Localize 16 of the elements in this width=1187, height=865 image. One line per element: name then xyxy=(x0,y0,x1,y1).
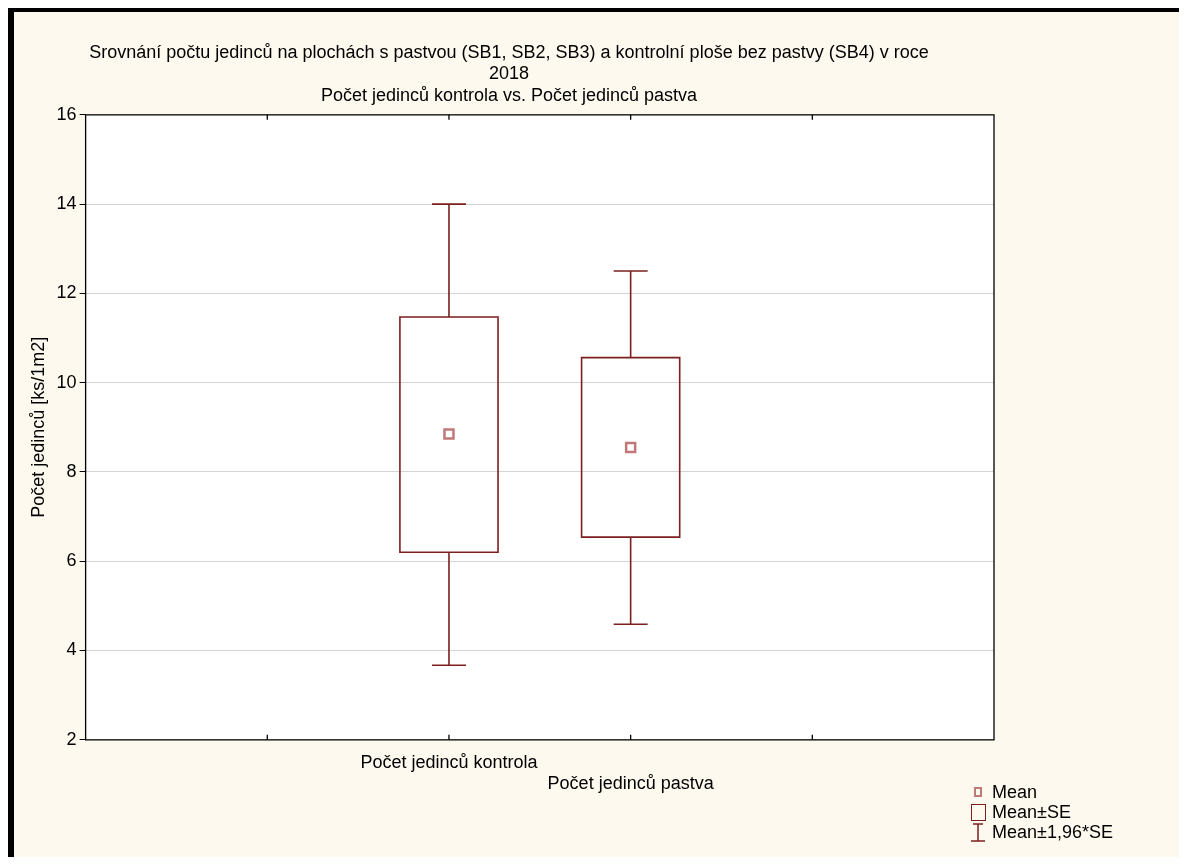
y-tick-label: 14 xyxy=(56,193,77,214)
y-tick-label: 12 xyxy=(56,282,77,303)
y-axis-title: Počet jedinců [ks/1m2] xyxy=(27,336,48,518)
text: Mean xyxy=(992,782,1038,802)
text: Mean±SE xyxy=(992,802,1071,822)
x-tick-label: Počet jedinců pastva xyxy=(547,773,715,794)
y-tick-label: 10 xyxy=(56,371,77,392)
chart-subtitle: Počet jedinců kontrola vs. Počet jedinců pastva xyxy=(320,84,699,105)
y-tick-label: 2 xyxy=(66,728,77,749)
y-tick-label: 16 xyxy=(56,103,77,124)
text: Mean±1,96*SE xyxy=(992,822,1113,842)
x-tick-label: Počet jedinců kontrola xyxy=(360,751,539,772)
y-tick-label: 4 xyxy=(66,639,77,660)
y-tick-label: 8 xyxy=(66,460,77,481)
y-tick-label: 6 xyxy=(66,550,77,571)
chart-title: Srovnání počtu jedinců na plochách s pastvou (SB1, SB2, SB3) a kontrolní ploše bez pastvy (SB4) v roce 2018 xyxy=(89,41,929,84)
